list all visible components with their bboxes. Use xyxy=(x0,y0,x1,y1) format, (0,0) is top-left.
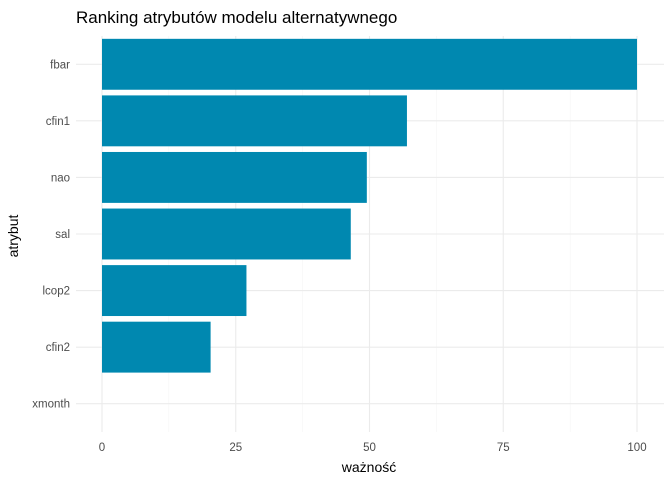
y-tick-label: sal xyxy=(55,229,70,241)
x-tick-labels: 0 25 50 75 100 xyxy=(99,442,647,454)
x-tick-label: 75 xyxy=(497,442,510,454)
y-tick-label: cfin1 xyxy=(46,116,70,128)
bar-fbar xyxy=(102,38,637,90)
y-tick-labels: fbar cfin1 nao sal lcop2 cfin2 xmonth xyxy=(32,59,70,410)
bar-nao xyxy=(102,151,367,203)
x-axis-title: ważność xyxy=(341,459,396,475)
bars xyxy=(102,38,637,373)
y-axis-title: atrybut xyxy=(5,214,21,257)
x-tick-label: 100 xyxy=(627,442,646,454)
chart-title: Ranking atrybutów modelu alternatywnego xyxy=(76,8,397,27)
bar-cfin1 xyxy=(102,95,407,147)
bar-lcop2 xyxy=(102,265,247,317)
bar-cfin2 xyxy=(102,321,211,373)
y-tick-label: lcop2 xyxy=(43,286,71,298)
y-tick-label: cfin2 xyxy=(46,342,70,354)
x-tick-label: 0 xyxy=(99,442,105,454)
x-tick-label: 25 xyxy=(229,442,242,454)
y-tick-label: fbar xyxy=(50,59,70,71)
y-tick-label: nao xyxy=(51,172,70,184)
x-tick-label: 50 xyxy=(363,442,376,454)
bar-sal xyxy=(102,208,351,260)
y-tick-label: xmonth xyxy=(32,399,70,411)
